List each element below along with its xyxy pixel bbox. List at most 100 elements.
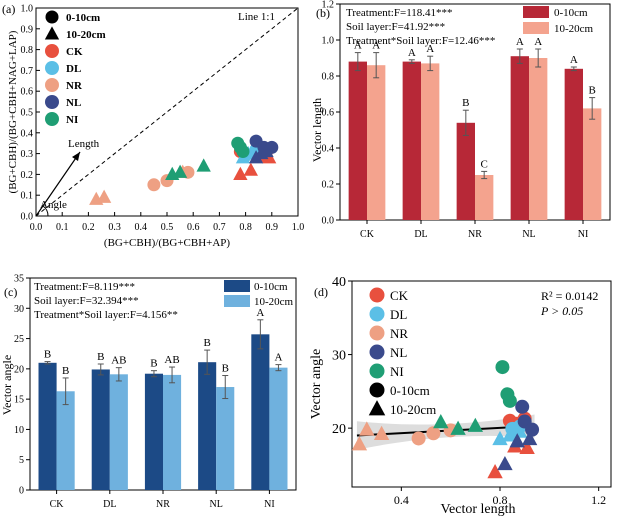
panel-b-bar-nr-10-20cm <box>475 175 494 220</box>
panel-d-point-nl <box>521 430 538 446</box>
panel-d-legend-marker-ck <box>369 287 385 303</box>
panel-b-sig-letter: A <box>426 43 434 55</box>
panel-c-x-tick-label: NI <box>264 499 275 510</box>
panel-c-sig-letter: B <box>97 351 104 363</box>
panel-c-bar-dl-10-20cm <box>109 374 128 490</box>
panel-d-y-ticks: 20 30 40 <box>332 275 352 437</box>
panel-b: (b) Treatment:F=118.41*** Soil layer:F=4… <box>310 0 611 240</box>
panel-c-bar-ck-10-20cm <box>56 391 75 490</box>
panel-c-bar-dl-0-10cm <box>91 369 110 490</box>
panel-d-point-nl <box>509 433 525 448</box>
panel-c-sig-letter: B <box>44 349 51 361</box>
panel-c-bar-nl-10-20cm <box>216 387 235 490</box>
panel-c-y-tick-label: 10 <box>14 425 24 436</box>
panel-c-y-tick-label: 35 <box>14 274 24 285</box>
panel-a-x-tick-label: 0.7 <box>213 222 226 233</box>
panel-a-legend-marker-dl <box>45 61 59 75</box>
panel-a-point-ck <box>243 162 258 176</box>
panel-b-y-title: Vector length <box>310 98 324 162</box>
panel-d-y-tick-label: 30 <box>332 349 346 364</box>
panel-a-point-ni <box>172 164 188 178</box>
panel-c-x-tick-label: NR <box>156 499 170 510</box>
panel-a-point-ni <box>196 158 211 172</box>
panel-d-legend-marker-nl <box>369 344 385 360</box>
panel-d-point-nr <box>426 426 441 441</box>
panel-b-legend-label-10-20cm: 10-20cm <box>554 23 594 35</box>
panel-a-x-tick-label: 0.5 <box>161 222 174 233</box>
panel-a-y-tick-label: 0.4 <box>21 128 34 139</box>
panel-b-legend-label-0-10cm: 0-10cm <box>554 7 588 19</box>
panel-a-angle-label: Angle <box>40 199 67 211</box>
panel-b-bar-ni-10-20cm <box>583 108 602 220</box>
panel-b-x-tick-label: DL <box>414 229 427 240</box>
panel-a-y-tick-label: 0.6 <box>21 87 34 98</box>
panel-d-x-tick-label: 1.2 <box>591 493 606 507</box>
panel-b-bar-nl-0-10cm <box>510 56 529 221</box>
panel-c-bar-ck-0-10cm <box>38 362 57 490</box>
panel-a-point-ni <box>236 145 250 159</box>
panel-a-arrow-head <box>72 152 80 161</box>
panel-d-label: (d) <box>314 285 328 299</box>
panel-d-legend-label-nl: NL <box>390 345 407 360</box>
panel-a-x-tick-label: 0.9 <box>266 222 279 233</box>
panel-d-frame <box>351 280 612 488</box>
panel-a-legend-marker-ck <box>45 44 59 58</box>
panel-c-y-ticks: 0 5 10 15 20 25 30 35 <box>14 274 30 497</box>
panel-a-legend-label-0-10cm: 0-10cm <box>66 12 100 24</box>
panel-c-y-tick-label: 30 <box>14 304 24 315</box>
panel-a-legend-marker-nr <box>45 78 59 92</box>
panel-c-legend-label-0-10cm: 0-10cm <box>254 281 288 293</box>
panel-a-x-tick-label: 0.8 <box>239 222 252 233</box>
panel-c-legend-label-10-20cm: 10-20cm <box>254 296 294 308</box>
panel-c-x-tick-label: CK <box>50 499 65 510</box>
panel-c-stat-2: Soil layer:F=32.394*** <box>34 295 139 307</box>
panel-d-point-nr <box>351 436 368 451</box>
panel-a-legend-label-dl: DL <box>66 63 81 75</box>
panel-a-y-tick-label: 0.8 <box>21 45 34 56</box>
panel-a-x-title: (BG+CBH)/(BG+CBH+AP) <box>104 237 231 249</box>
panel-c-sig-letter: AB <box>164 354 179 366</box>
panel-a-point-nr <box>96 189 112 203</box>
panel-a: (a) Line 1:1 Length Angle 0.0 0.1 0.2 0.3 0.… <box>2 2 304 249</box>
panel-c-sig-letter: AB <box>111 355 126 367</box>
panel-b-y-tick-label: 1.2 <box>322 0 335 11</box>
panel-d-legend-marker-10-20cm <box>368 400 386 416</box>
panel-b-bar-ck-0-10cm <box>348 61 367 220</box>
panel-c-y-tick-label: 25 <box>14 334 24 345</box>
panel-a-x-tick-label: 0.1 <box>56 222 69 233</box>
panel-d-legend-label-ck: CK <box>390 288 409 303</box>
panel-d-legend: CK DL NR NL NI 0-10cm 10-20cm <box>368 287 436 417</box>
panel-c-sig-letter: B <box>62 365 69 377</box>
panel-b-y-tick-label: 0.0 <box>322 216 335 227</box>
panel-d-point-nl <box>497 455 513 471</box>
panel-a-legend-marker-ni <box>45 112 59 126</box>
panel-c-y-tick-label: 0 <box>19 486 24 497</box>
panel-a-x-tick-label: 0.0 <box>30 222 43 233</box>
panel-c-bar-nl-0-10cm <box>198 362 217 490</box>
panel-a-x-tick-label: 0.6 <box>187 222 200 233</box>
panel-b-sig-letter: A <box>516 36 524 48</box>
panel-c-y-title: Vector angle <box>0 355 14 415</box>
panel-d-point-dl <box>512 423 528 438</box>
panel-a-x-tick-label: 0.2 <box>82 222 95 233</box>
panel-c-sig-letter: B <box>150 358 157 370</box>
panel-d-legend-marker-nr <box>369 325 385 341</box>
panel-c-y-tick-label: 20 <box>14 364 24 375</box>
panel-d-legend-marker-0-10cm <box>369 382 385 398</box>
panel-b-y-tick-label: 1.0 <box>322 36 335 47</box>
panel-a-legend-marker-0-10cm <box>45 10 59 24</box>
panel-a-label: (a) <box>2 2 15 16</box>
panel-c-bar-nr-0-10cm <box>144 373 163 490</box>
panel-a-y-tick-label: 0.9 <box>21 24 34 35</box>
panel-d-x-tick-label: 0.4 <box>394 493 409 507</box>
panel-a-x-tick-label: 0.4 <box>135 222 148 233</box>
panel-a-legend-label-nl: NL <box>66 97 81 109</box>
panel-a-point-nl <box>259 143 274 158</box>
panel-d-x-tick-label: 0.8 <box>493 493 508 507</box>
panel-d-point-nl <box>525 422 540 437</box>
panel-b-stat-2: Soil layer:F=41.92*** <box>346 21 445 33</box>
panel-a-legend-label-ck: CK <box>66 46 83 58</box>
panel-b-sig-letter: A <box>372 40 380 52</box>
